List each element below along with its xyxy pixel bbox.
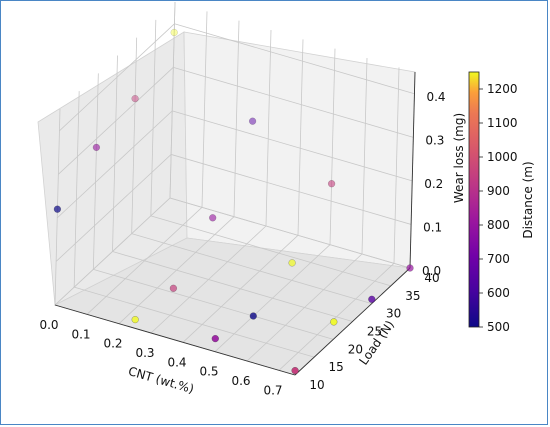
x-tick-label: 0.0 (39, 318, 58, 332)
colorbar-gradient (468, 71, 480, 328)
colorbar-tick-label: 500 (487, 320, 510, 334)
z-gridline (170, 154, 412, 225)
z-gridline (56, 110, 173, 219)
x-gridline (201, 11, 208, 208)
z-tick-label: 0.1 (423, 220, 442, 234)
y-gridline (131, 233, 372, 305)
z-axis-label: Wear loss (mg) (452, 113, 466, 203)
z-tick-label: 0.4 (426, 90, 445, 104)
x-tick-label: 0.3 (135, 346, 154, 360)
y-tick-label: 10 (309, 378, 324, 392)
z-axis-line (409, 71, 416, 269)
axis-lines (54, 71, 416, 376)
colorbar-label: Distance (m) (521, 161, 535, 238)
y-gridline (150, 215, 391, 287)
data-point (249, 312, 257, 320)
data-point (209, 214, 217, 222)
data-point (406, 264, 414, 272)
y-gridline (150, 19, 157, 216)
data-point (131, 94, 139, 103)
colorbar-tick-label: 1000 (487, 150, 518, 164)
colorbar-tick-label: 900 (487, 184, 510, 198)
colorbar-tick-label: 1200 (487, 82, 518, 96)
y-gridline (93, 268, 334, 340)
z-tick-label: 0.0 (422, 264, 441, 278)
data-point (170, 28, 178, 37)
z-gridline (55, 154, 172, 262)
y-tick-label: 40 (424, 271, 439, 285)
y-tick-label: 15 (329, 360, 344, 374)
y-gridline (73, 91, 80, 288)
y-axis-line (294, 267, 411, 376)
y-gridline (74, 286, 315, 358)
z-gridline (174, 23, 415, 95)
x-gridline (265, 29, 272, 227)
y-tick-label: 30 (386, 307, 401, 321)
z-gridline (59, 23, 175, 132)
data-point (169, 284, 178, 292)
data-point (248, 117, 257, 125)
x-tick-label: 0.1 (71, 327, 90, 341)
data-point (330, 318, 338, 326)
gridlines (54, 1, 415, 376)
x-gridline (297, 39, 304, 236)
z-gridline (173, 66, 414, 138)
x-tick-label: 0.7 (263, 383, 282, 397)
colorbar-tick-label: 600 (487, 286, 510, 300)
colorbar: 500 600 700 800 900 1000 1100 1200 Distance (m) (468, 71, 535, 334)
data-points (53, 28, 414, 375)
y-tick-label: 20 (348, 342, 363, 356)
z-gridline (54, 197, 171, 306)
data-point (211, 334, 219, 343)
x-axis-line (54, 304, 296, 376)
data-point (53, 205, 62, 213)
data-point (291, 366, 299, 375)
data-point (131, 315, 139, 324)
colorbar-tick-label: 1100 (487, 116, 518, 130)
y-gridline (131, 37, 138, 234)
data-point (368, 295, 376, 303)
x-gridline (393, 67, 400, 264)
z-tick-label: 0.2 (424, 177, 443, 191)
y-tick-label: 25 (367, 325, 382, 339)
y-gridline (169, 1, 176, 199)
axis-panes (37, 31, 416, 376)
data-point (327, 180, 336, 188)
colorbar-tick-label: 700 (487, 252, 510, 266)
x-gridline (233, 20, 240, 217)
colorbar-ticks: 500 600 700 800 900 1000 1100 1200 (479, 82, 518, 334)
data-point (288, 259, 296, 267)
y-tick-label: 35 (405, 289, 420, 303)
z-tick-label: 0.3 (425, 133, 444, 147)
z-gridline (58, 67, 174, 175)
x-tick-label: 0.4 (167, 355, 186, 369)
y-gridline (112, 251, 353, 322)
colorbar-tick-label: 800 (487, 218, 510, 232)
x-tick-label: 0.5 (199, 365, 218, 379)
x-tick-label: 0.6 (231, 374, 250, 388)
z-gridline (172, 110, 413, 182)
back-pane (183, 31, 416, 269)
y-gridline (92, 73, 99, 270)
x-tick-label: 0.2 (103, 337, 122, 351)
z-gridline (169, 197, 411, 269)
tick-labels: 0.00.10.20.30.40.50.60.7 101520253035400.… (39, 90, 445, 398)
data-point (92, 143, 101, 152)
x-gridline (361, 57, 368, 255)
x-gridline (329, 48, 336, 245)
y-gridline (112, 55, 118, 252)
